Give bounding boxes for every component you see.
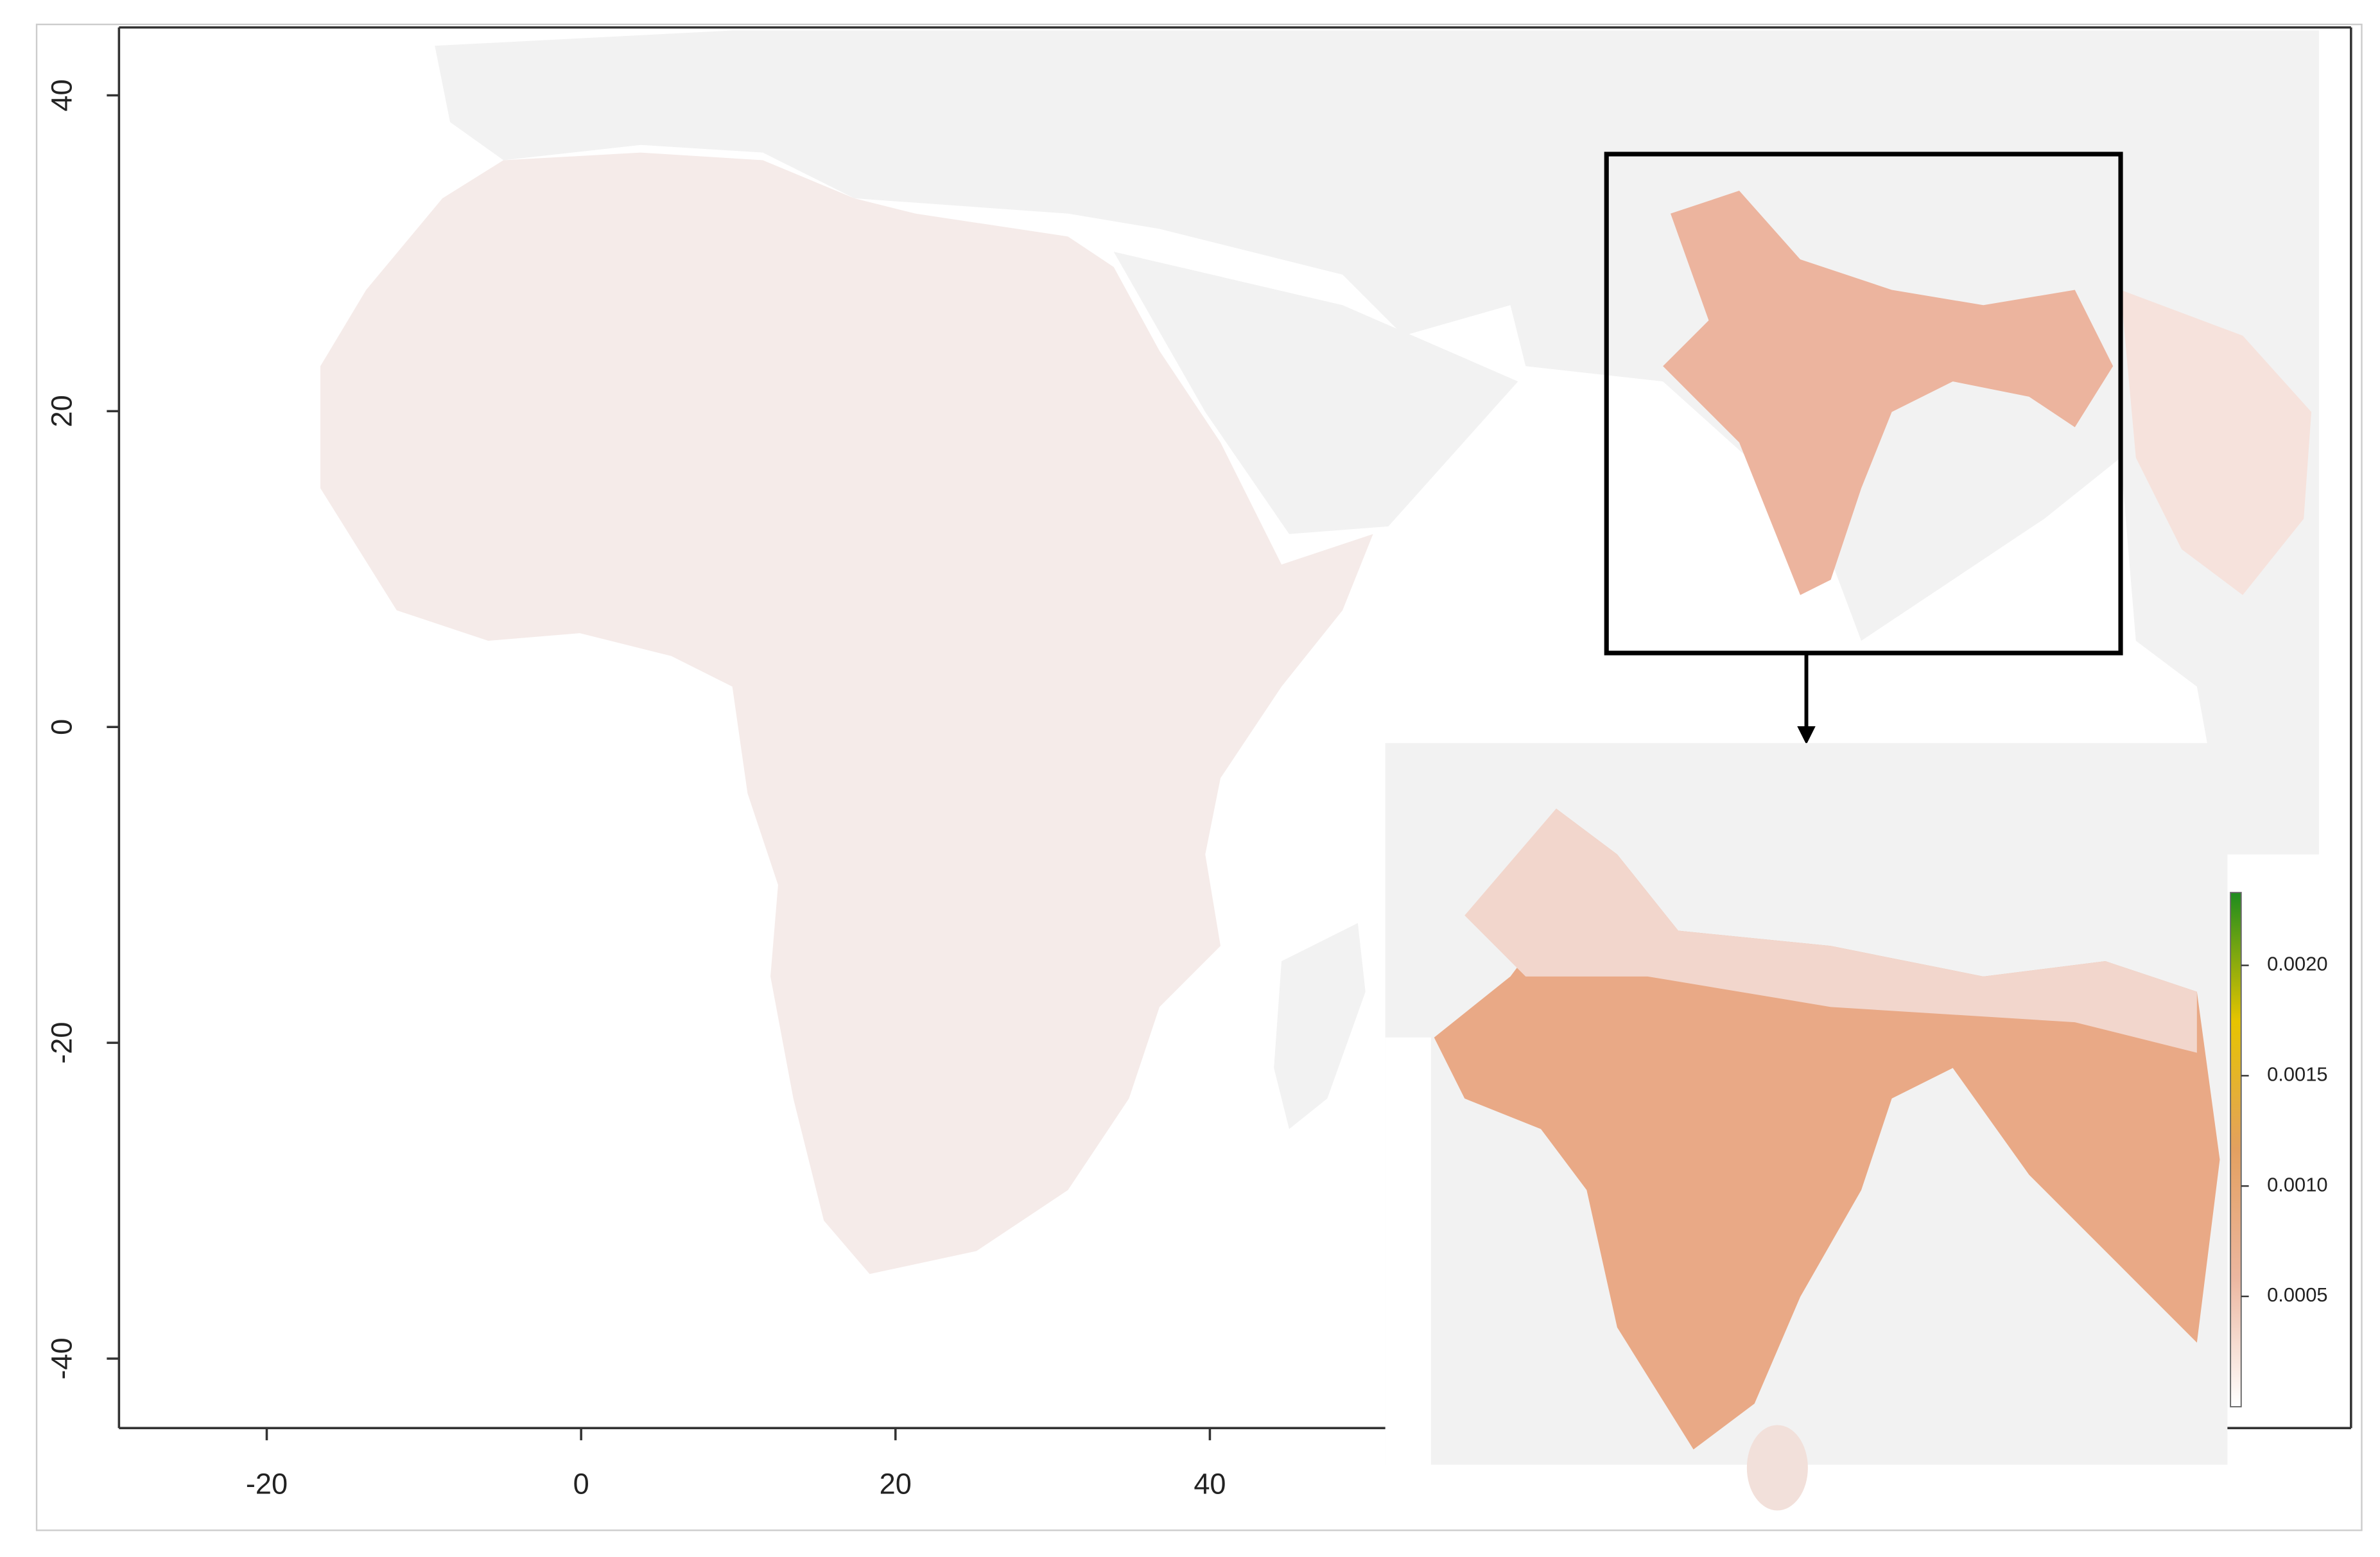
colorbar-tick-label: 0.0005 — [2267, 1283, 2327, 1306]
inset-selection — [1604, 152, 2123, 656]
eurasia — [435, 30, 2319, 855]
x-tick-label: 0 — [573, 1467, 589, 1500]
inset-himalaya — [1464, 808, 2197, 1053]
inset — [1385, 743, 2228, 1511]
colorbar-tick-label: 0.0010 — [2267, 1173, 2327, 1196]
x-tick-label: -20 — [246, 1467, 288, 1500]
x-tick-label: 40 — [1194, 1467, 1226, 1500]
inset-sea — [1385, 1037, 1431, 1465]
y-tick-label: -20 — [46, 1022, 78, 1064]
southeast-asia — [2121, 290, 2312, 595]
y-tick-label: 20 — [46, 395, 78, 427]
madagascar — [1274, 923, 1366, 1129]
basemap — [320, 30, 2319, 1274]
india-small — [1663, 191, 2114, 595]
y-tick-label: 0 — [46, 719, 78, 735]
y-tick-label: -40 — [46, 1337, 78, 1379]
arrow-head — [1797, 726, 1816, 745]
arabia — [1113, 252, 1518, 534]
x-tick-label: 20 — [880, 1467, 912, 1500]
y-tick-label: 40 — [46, 79, 78, 111]
inset-sri-lanka — [1746, 1425, 1808, 1511]
colorbar — [2230, 892, 2242, 1407]
colorbar-tick-label: 0.0015 — [2267, 1063, 2327, 1086]
africa — [320, 152, 1373, 1274]
colorbar-tick-label: 0.0020 — [2267, 953, 2327, 975]
